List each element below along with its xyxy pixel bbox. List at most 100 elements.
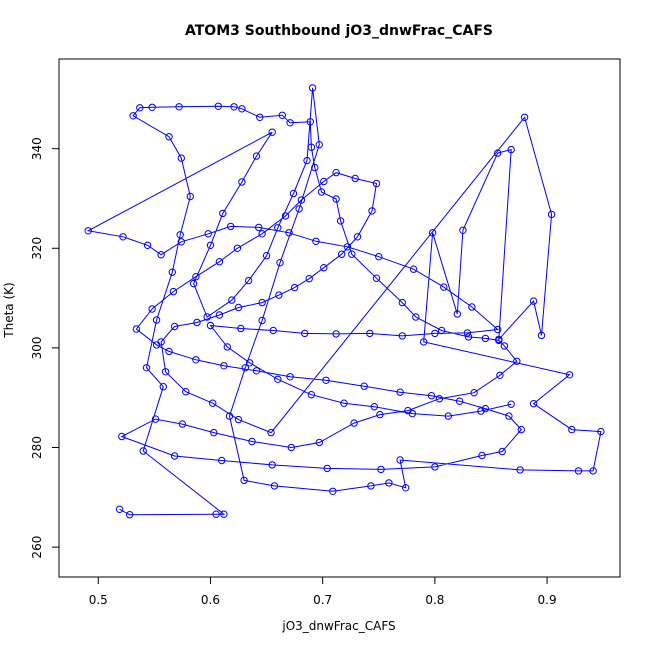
chart-title: ATOM3 Southbound jO3_dnwFrac_CAFS [185, 23, 493, 39]
series-points [84, 84, 605, 519]
data-point [165, 347, 173, 356]
data-point [360, 382, 368, 390]
series-line [86, 87, 602, 516]
data-point [206, 321, 215, 330]
x-tick-label: 0.8 [425, 593, 444, 607]
data-point [322, 376, 330, 384]
data-point [396, 388, 404, 396]
data-point [290, 283, 299, 292]
data-point [320, 177, 328, 186]
data-point [175, 103, 183, 111]
data-point [311, 163, 319, 172]
x-tick-label: 0.7 [313, 593, 332, 607]
y-tick-label: 340 [30, 137, 44, 160]
y-axis: 260 280 300 320 340 [30, 137, 59, 559]
data-point [177, 154, 186, 162]
data-point [455, 397, 464, 405]
x-axis: 0.5 0.6 0.7 0.8 0.9 [89, 577, 557, 607]
data-point [343, 243, 352, 251]
data-point [459, 226, 467, 235]
plot-area [84, 84, 605, 519]
data-point [402, 484, 410, 492]
data-point [372, 274, 381, 282]
data-point [463, 329, 472, 337]
data-point [286, 119, 294, 127]
data-point [427, 392, 436, 400]
data-point [157, 338, 165, 346]
data-point [428, 229, 437, 237]
data-point [189, 279, 198, 288]
data-point [136, 104, 144, 112]
data-point [274, 375, 282, 383]
data-point [340, 399, 348, 407]
x-tick-label: 0.6 [201, 593, 220, 607]
data-point [168, 268, 177, 276]
data-point [238, 105, 246, 113]
data-point [169, 287, 178, 296]
data-point [385, 479, 393, 487]
data-point [214, 102, 223, 111]
data-point [206, 241, 215, 250]
data-point [307, 391, 316, 399]
data-point [464, 333, 473, 341]
data-point [220, 510, 228, 518]
x-tick-label: 0.9 [538, 593, 557, 607]
data-point [440, 283, 448, 291]
data-point [431, 463, 439, 471]
data-point [274, 224, 282, 232]
data-point [255, 223, 263, 232]
data-point [139, 447, 147, 455]
data-point [323, 464, 331, 473]
data-point [565, 371, 574, 379]
data-point [225, 412, 234, 420]
data-point [495, 335, 503, 344]
data-point [529, 400, 538, 408]
data-point [574, 467, 583, 475]
data-point [178, 420, 187, 428]
data-point [241, 364, 250, 372]
data-point [306, 118, 314, 126]
data-point [377, 465, 385, 474]
data-point [268, 128, 276, 136]
data-point [494, 149, 502, 157]
data-point [332, 168, 340, 177]
data-point [332, 330, 340, 338]
data-point [308, 84, 317, 92]
data-point [143, 241, 152, 250]
data-point [84, 227, 92, 235]
data-point [193, 318, 201, 327]
data-point [157, 251, 165, 259]
data-point [286, 373, 294, 381]
data-point [152, 316, 161, 324]
data-point [129, 112, 137, 120]
data-point [498, 447, 506, 456]
data-point [159, 383, 168, 391]
data-point [513, 357, 521, 365]
data-point [182, 388, 190, 396]
data-point [170, 322, 179, 331]
data-point [248, 437, 256, 446]
data-point [268, 461, 276, 469]
data-point [312, 237, 320, 246]
data-point [256, 113, 264, 122]
data-point [517, 425, 525, 434]
data-point [267, 428, 275, 437]
data-point [478, 451, 486, 460]
data-point [220, 362, 228, 370]
x-tick-label: 0.5 [89, 593, 108, 607]
data-point [398, 332, 406, 340]
data-point [516, 466, 524, 474]
data-point [348, 250, 356, 258]
data-point [315, 438, 323, 447]
data-point [537, 331, 546, 340]
data-point [368, 207, 376, 215]
data-point [148, 103, 156, 112]
data-point [219, 209, 227, 218]
data-point [132, 325, 141, 333]
data-point [203, 313, 211, 321]
data-point [468, 303, 476, 311]
data-point [444, 412, 452, 420]
data-point [597, 427, 605, 436]
y-tick-label: 300 [30, 336, 44, 359]
data-point [370, 403, 378, 411]
